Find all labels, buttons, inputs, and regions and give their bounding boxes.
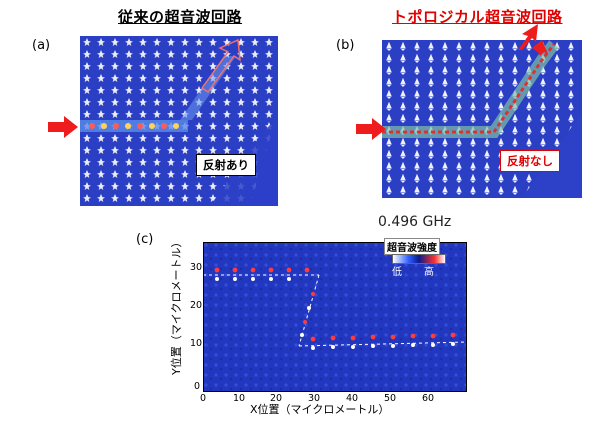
x-tick: 0 <box>200 393 207 404</box>
panel-a-hollow-arrow-icon <box>200 38 241 94</box>
panel-b-callout: 反射なし <box>500 150 560 172</box>
x-axis-title: X位置（マイクロメートル） <box>250 403 390 416</box>
field-heatmap <box>203 242 467 392</box>
legend-colorbar <box>392 254 446 264</box>
x-tick: 40 <box>346 393 359 404</box>
legend-low-label: 低 <box>392 267 402 278</box>
panel-b-title: トポロジカル超音波回路 <box>392 8 563 26</box>
panel-b-label: (b) <box>336 38 355 53</box>
legend-title: 超音波強度 <box>384 238 440 255</box>
diagonal-mode-spots <box>300 292 315 337</box>
lower-mode-spots <box>310 332 456 350</box>
upper-mode-spots <box>214 267 310 281</box>
panel-a-lattice-image <box>80 36 278 206</box>
y-tick: 30 <box>190 262 203 273</box>
panel-b-output-arrow-icon <box>518 24 538 50</box>
legend-high-label: 高 <box>424 267 434 278</box>
y-tick: 20 <box>190 300 203 311</box>
x-tick: 30 <box>308 393 321 404</box>
panel-a-label: (a) <box>32 38 51 53</box>
panel-a-wave-spots <box>89 123 179 129</box>
x-tick: 50 <box>384 393 397 404</box>
y-tick: 10 <box>190 338 203 349</box>
x-tick: 10 <box>233 393 246 404</box>
panel-b-input-arrow-icon <box>356 118 386 140</box>
y-axis-title: Y位置（マイクロメートル） <box>170 236 183 376</box>
y-tick: 0 <box>194 381 201 392</box>
x-tick: 20 <box>270 393 283 404</box>
panel-c-label: (c) <box>136 232 154 247</box>
x-tick: 60 <box>422 393 435 404</box>
panel-a-callout: 反射あり <box>196 154 256 176</box>
panel-b-lattice-image <box>382 40 582 198</box>
panel-a-input-arrow-icon <box>48 116 78 138</box>
frequency-label: 0.496 GHz <box>378 214 452 230</box>
panel-a-title: 従来の超音波回路 <box>118 8 243 26</box>
